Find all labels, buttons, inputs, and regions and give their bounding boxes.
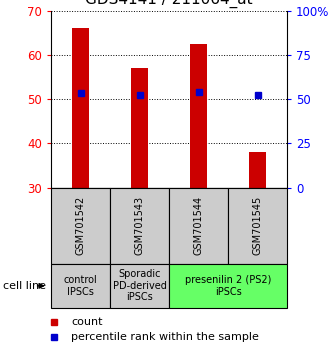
Bar (51, 264, 110, 308)
Bar (190, 44, 207, 188)
Text: GSM701545: GSM701545 (252, 196, 263, 255)
Text: percentile rank within the sample: percentile rank within the sample (71, 332, 259, 342)
Bar (51, 188, 110, 264)
Bar (110, 264, 169, 308)
Text: Sporadic
PD-derived
iPSCs: Sporadic PD-derived iPSCs (113, 269, 167, 302)
Text: GSM701544: GSM701544 (194, 196, 204, 255)
Bar (228, 188, 287, 264)
Bar (169, 188, 228, 264)
Text: presenilin 2 (PS2)
iPSCs: presenilin 2 (PS2) iPSCs (185, 275, 271, 297)
Text: GSM701542: GSM701542 (76, 196, 86, 255)
Bar (169, 264, 287, 308)
Bar (110, 188, 169, 264)
Title: GDS4141 / 211064_at: GDS4141 / 211064_at (85, 0, 253, 8)
Bar (249, 152, 266, 188)
Text: control
IPSCs: control IPSCs (64, 275, 98, 297)
Bar (131, 68, 148, 188)
Bar (72, 28, 89, 188)
Text: GSM701543: GSM701543 (135, 196, 145, 255)
Text: count: count (71, 316, 102, 327)
Text: cell line: cell line (3, 281, 46, 291)
